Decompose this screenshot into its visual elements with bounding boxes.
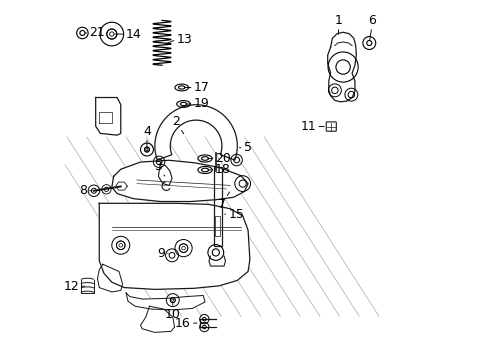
Text: 19: 19 (193, 98, 209, 111)
Text: 5: 5 (244, 141, 251, 154)
Polygon shape (112, 160, 247, 202)
Text: 15: 15 (228, 208, 244, 221)
Polygon shape (140, 306, 174, 332)
Polygon shape (99, 203, 249, 289)
Text: 20: 20 (215, 152, 230, 165)
Text: 1: 1 (334, 14, 342, 27)
Text: 8: 8 (79, 184, 86, 197)
Text: 21: 21 (89, 27, 105, 40)
Text: 10: 10 (164, 308, 181, 321)
Polygon shape (96, 98, 121, 135)
Text: 6: 6 (367, 14, 375, 27)
Polygon shape (126, 293, 204, 310)
Text: 11: 11 (300, 120, 316, 133)
Text: 13: 13 (176, 33, 192, 46)
Text: 16: 16 (175, 316, 190, 330)
Text: 17: 17 (193, 81, 209, 94)
Polygon shape (155, 105, 237, 160)
Text: 3: 3 (154, 160, 162, 173)
Polygon shape (97, 264, 122, 292)
Text: 7: 7 (218, 198, 225, 211)
Text: 14: 14 (126, 28, 142, 41)
Bar (214, 167, 222, 246)
Bar (215, 216, 220, 235)
Polygon shape (327, 32, 356, 102)
Text: 9: 9 (157, 247, 164, 260)
Text: 12: 12 (63, 280, 80, 293)
Polygon shape (158, 164, 172, 185)
Text: 18: 18 (215, 163, 230, 176)
Text: 4: 4 (142, 125, 151, 138)
Text: 2: 2 (172, 115, 180, 128)
